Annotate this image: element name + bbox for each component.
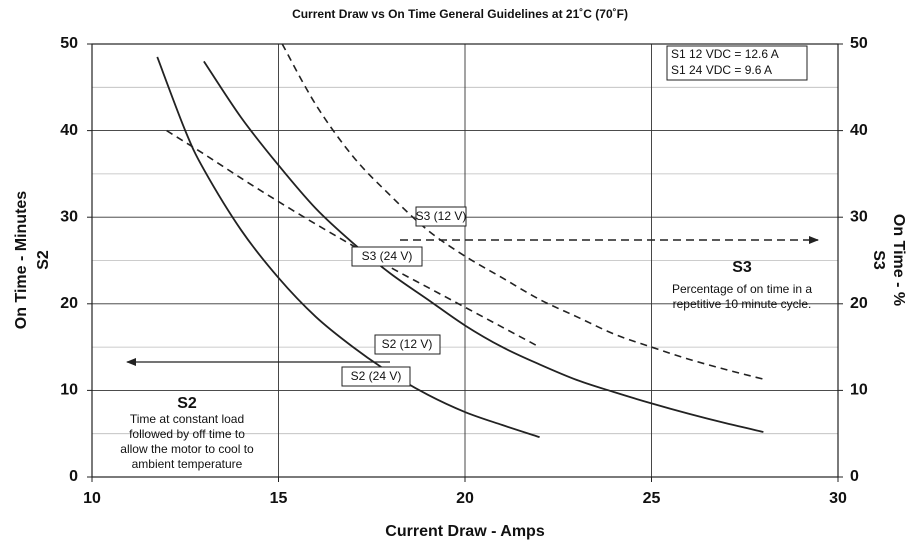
y2-tick-label: 20: [850, 295, 868, 312]
s3-heading: S3: [732, 259, 752, 276]
series-label-box: [415, 206, 467, 227]
series-label-box: [341, 366, 411, 387]
y2-tick-label: 30: [850, 208, 868, 225]
x-tick-label: 15: [270, 490, 288, 507]
series-label-box: [351, 246, 423, 267]
s2-text: Time at constant load: [130, 412, 244, 426]
y-tick-label: 50: [60, 35, 78, 52]
series-label: S3 (12 V): [416, 209, 467, 223]
y-tick-label: 40: [60, 122, 78, 139]
y-axis-label: On Time - Minutes: [13, 191, 30, 329]
series-line: [156, 56, 540, 439]
y-tick-label: 20: [60, 295, 78, 312]
series-lines: [156, 43, 764, 439]
y-tick-label: 30: [60, 208, 78, 225]
s3-text: repetitive 10 minute cycle.: [673, 297, 812, 311]
y2-tick-label: 10: [850, 382, 868, 399]
series-line: [281, 43, 764, 380]
chart-title: Current Draw vs On Time General Guidelin…: [292, 7, 628, 21]
s2-text: followed by off time to: [129, 427, 245, 441]
s2-text: ambient temperature: [132, 457, 243, 471]
y2-tick-label: 40: [850, 122, 868, 139]
series-label: S3 (24 V): [362, 249, 413, 263]
y2-tick-label: 0: [850, 468, 859, 485]
x-tick-label: 10: [83, 490, 101, 507]
s1-note: S1 24 VDC = 9.6 A: [671, 63, 772, 77]
series-line: [203, 60, 764, 433]
x-axis-label: Current Draw - Amps: [385, 523, 545, 540]
x-tick-label: 30: [829, 490, 847, 507]
y-axis-sublabel: S2: [35, 250, 52, 270]
s2-heading: S2: [177, 395, 197, 412]
s1-box: [666, 45, 808, 81]
y-tick-label: 0: [69, 468, 78, 485]
series-label: S2 (12 V): [382, 337, 433, 351]
s2-text: allow the motor to cool to: [120, 442, 254, 456]
series-label: S2 (24 V): [351, 369, 402, 383]
y-tick-label: 10: [60, 382, 78, 399]
y2-axis-label: On Time - %: [890, 214, 907, 306]
series-line: [166, 129, 540, 348]
s3-text: Percentage of on time in a: [672, 282, 812, 296]
x-tick-label: 20: [456, 490, 474, 507]
y2-axis-sublabel: S3: [870, 250, 887, 270]
x-tick-label: 25: [643, 490, 661, 507]
y2-tick-label: 50: [850, 35, 868, 52]
s1-note: S1 12 VDC = 12.6 A: [671, 47, 779, 61]
series-label-box: [374, 334, 441, 355]
